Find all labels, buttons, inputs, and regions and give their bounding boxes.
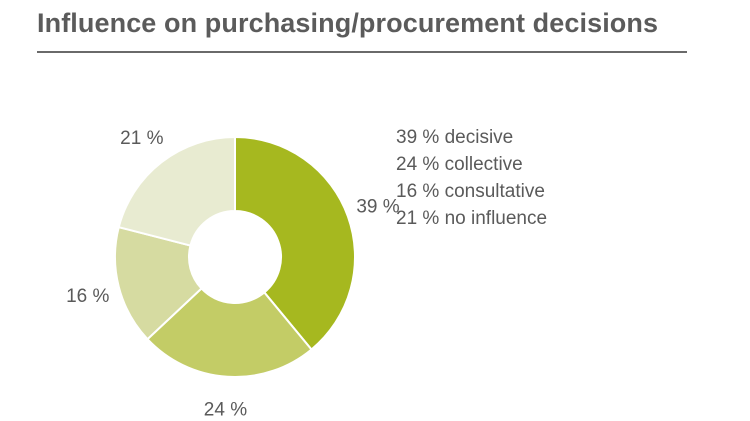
chart-title: Influence on purchasing/procurement deci… bbox=[37, 8, 659, 38]
donut-slice bbox=[234, 135, 356, 351]
legend-item: 21 % no influence bbox=[396, 208, 548, 229]
slice-label: 24 % bbox=[204, 400, 247, 421]
donut-slice bbox=[146, 287, 313, 378]
legend: 39 % decisive 24 % collective 16 % consu… bbox=[396, 124, 547, 232]
slice-labels: 39 % 24 % 16 % 21 % bbox=[66, 128, 400, 421]
slice-label: 21 % bbox=[120, 128, 163, 149]
slice-label: 39 % bbox=[356, 197, 399, 218]
legend-item: 39 % decisive bbox=[396, 127, 514, 148]
title-divider bbox=[37, 51, 687, 53]
donut-slice bbox=[114, 225, 203, 341]
donut-slices bbox=[114, 135, 356, 378]
slice-label: 16 % bbox=[66, 286, 109, 307]
legend-item: 16 % consultative bbox=[396, 181, 545, 202]
legend-item: 24 % collective bbox=[396, 154, 523, 175]
donut-slice bbox=[117, 135, 236, 247]
